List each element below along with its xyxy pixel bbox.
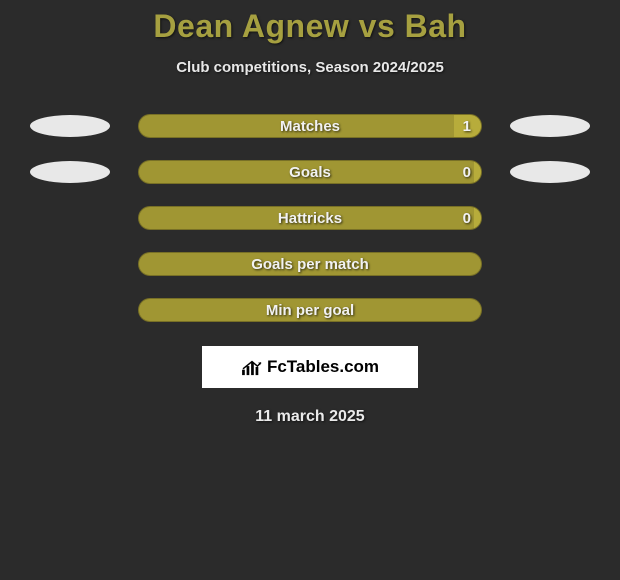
stat-value-right: 1: [463, 115, 471, 137]
stat-label: Goals: [139, 161, 481, 183]
stat-bar: Goals per match: [138, 252, 482, 276]
player-marker-left: [30, 161, 110, 183]
player-marker-left: [30, 115, 110, 137]
spacer: [30, 253, 110, 275]
stat-value-right: 0: [463, 207, 471, 229]
stat-bar: Hattricks0: [138, 206, 482, 230]
spacer: [510, 253, 590, 275]
player-marker-right: [510, 161, 590, 183]
comparison-infographic: Dean Agnew vs Bah Club competitions, Sea…: [0, 0, 620, 426]
stat-label: Matches: [139, 115, 481, 137]
stat-row: Hattricks0: [0, 206, 620, 230]
source-logo: FcTables.com: [202, 346, 418, 388]
stats-block: Matches1Goals0Hattricks0Goals per matchM…: [0, 114, 620, 322]
logo-text: FcTables.com: [267, 357, 379, 377]
spacer: [510, 207, 590, 229]
player-marker-right: [510, 115, 590, 137]
stat-bar: Min per goal: [138, 298, 482, 322]
page-title: Dean Agnew vs Bah: [153, 8, 466, 45]
stat-label: Goals per match: [139, 253, 481, 275]
stat-bar: Goals0: [138, 160, 482, 184]
snapshot-date: 11 march 2025: [255, 408, 364, 426]
stat-row: Goals0: [0, 160, 620, 184]
stat-row: Min per goal: [0, 298, 620, 322]
stat-value-right: 0: [463, 161, 471, 183]
stat-row: Goals per match: [0, 252, 620, 276]
stat-label: Min per goal: [139, 299, 481, 321]
spacer: [30, 207, 110, 229]
spacer: [510, 299, 590, 321]
page-subtitle: Club competitions, Season 2024/2025: [176, 59, 444, 76]
stat-row: Matches1: [0, 114, 620, 138]
stat-label: Hattricks: [139, 207, 481, 229]
spacer: [30, 299, 110, 321]
fctables-icon: [241, 358, 263, 376]
stat-bar: Matches1: [138, 114, 482, 138]
